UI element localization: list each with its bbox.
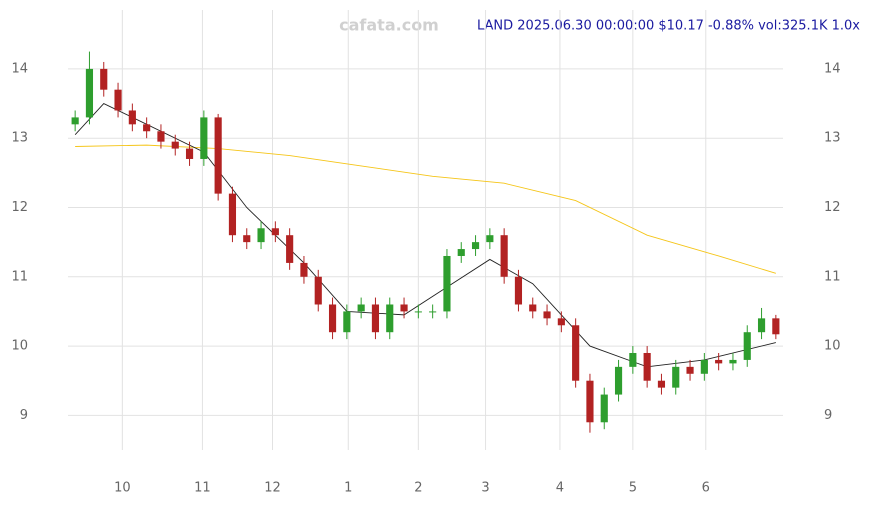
y-tick-label-right: 13 xyxy=(824,131,841,146)
candle-body xyxy=(185,148,194,159)
y-tick-label: 10 xyxy=(11,339,28,354)
candle-body xyxy=(228,193,237,236)
x-tick-label: 12 xyxy=(264,481,281,496)
candle-body xyxy=(772,318,780,335)
y-tick-label: 9 xyxy=(20,408,28,423)
candle-body xyxy=(71,117,79,125)
candle-body xyxy=(600,394,608,423)
candle-body xyxy=(486,235,494,243)
x-tick-label: 5 xyxy=(629,481,637,496)
y-tick-label: 14 xyxy=(11,61,28,76)
y-tick-label-right: 12 xyxy=(824,200,841,215)
x-tick-label: 1 xyxy=(344,481,352,496)
candle-body xyxy=(686,366,694,374)
y-tick-label-right: 14 xyxy=(824,61,841,76)
candle-body xyxy=(343,311,351,333)
candle-body xyxy=(214,117,222,194)
candle-body xyxy=(114,89,122,111)
candle-body xyxy=(414,311,422,313)
moving-average xyxy=(75,144,776,274)
moving-average xyxy=(74,102,776,368)
candle-body xyxy=(557,318,565,326)
x-tick-label: 11 xyxy=(194,481,211,496)
candle-body xyxy=(629,352,637,367)
y-tick-label-right: 9 xyxy=(824,408,832,423)
x-tick-label: 2 xyxy=(414,481,422,496)
y-tick-label: 12 xyxy=(11,200,28,215)
chart-title: LAND 2025.06.30 00:00:00 $10.17 -0.88% v… xyxy=(477,19,860,34)
candle-body xyxy=(128,110,136,125)
candle-body xyxy=(171,141,179,149)
candle-body xyxy=(257,228,265,243)
candle-body xyxy=(157,131,165,142)
candle-body xyxy=(471,242,480,250)
y-tick-label-right: 10 xyxy=(824,339,841,354)
y-tick-label: 13 xyxy=(11,131,28,146)
candle-body xyxy=(529,304,537,312)
candle-body xyxy=(200,117,208,159)
x-tick-label: 6 xyxy=(702,481,710,496)
candle-body xyxy=(85,68,94,118)
x-tick-label: 3 xyxy=(481,481,489,496)
candle-body xyxy=(386,304,394,333)
candle-body xyxy=(143,124,151,132)
candle-body xyxy=(715,359,723,364)
candle-body xyxy=(443,255,451,312)
y-tick-label: 11 xyxy=(11,269,28,284)
y-tick-label-right: 11 xyxy=(824,269,841,284)
candle-body xyxy=(757,318,766,333)
candle-body xyxy=(614,366,623,395)
candle-body xyxy=(743,332,751,360)
candle-body xyxy=(643,352,651,381)
candle-body xyxy=(429,311,437,313)
x-tick-label: 10 xyxy=(114,481,131,496)
candle-body xyxy=(300,262,308,277)
candle-body xyxy=(457,249,465,256)
candle-body xyxy=(514,276,523,305)
candle-body xyxy=(328,304,337,333)
x-tick-label: 4 xyxy=(556,481,564,496)
candle-body xyxy=(400,304,408,312)
candle-body xyxy=(586,380,594,423)
candle-body xyxy=(357,304,365,312)
watermark: cafata.com xyxy=(339,16,439,35)
candle-body xyxy=(371,304,380,333)
candle-body xyxy=(314,276,322,305)
candle-body xyxy=(500,235,508,277)
candle-body xyxy=(286,235,294,263)
candle-body xyxy=(729,359,737,364)
candle-body xyxy=(243,235,251,243)
candle-body xyxy=(672,366,680,388)
candle-body xyxy=(572,325,580,381)
candle-body xyxy=(271,228,279,236)
candle-body xyxy=(657,380,666,388)
candle-body xyxy=(700,359,708,374)
candle-body xyxy=(100,68,108,90)
candle-body xyxy=(543,311,551,319)
